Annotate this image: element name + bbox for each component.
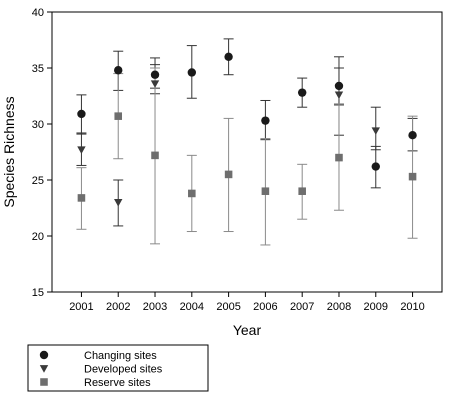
x-tick-label: 2009	[364, 301, 388, 313]
data-point	[77, 194, 86, 202]
data-point	[408, 131, 417, 140]
legend-item: Changing sites	[39, 350, 157, 362]
legend-marker	[40, 378, 48, 386]
data-point	[77, 146, 86, 154]
data-point	[224, 52, 233, 61]
data-point	[114, 112, 123, 120]
data-point	[150, 80, 160, 88]
data-point	[187, 68, 197, 77]
data-point	[297, 88, 307, 97]
y-tick-label: 30	[32, 119, 44, 131]
y-tick-label: 25	[32, 175, 44, 187]
y-tick-label: 40	[32, 7, 44, 19]
data-markers	[77, 52, 417, 207]
legend-item: Developed sites	[39, 364, 163, 376]
x-tick-label: 2001	[69, 301, 93, 313]
data-point	[334, 81, 344, 91]
x-tick-label: 2005	[216, 301, 240, 313]
x-tick-label: 2010	[400, 301, 424, 313]
data-point	[151, 151, 159, 160]
data-point	[261, 116, 270, 125]
x-tick-label: 2006	[253, 301, 277, 313]
data-point	[261, 187, 270, 195]
legend-box	[27, 344, 209, 392]
x-tick-label: 2004	[180, 301, 204, 313]
data-point	[114, 66, 123, 75]
plot-frame	[51, 11, 443, 293]
x-axis-title: Year	[233, 322, 262, 338]
legend-label: Changing sites	[84, 350, 157, 362]
x-tick-label: 2003	[143, 301, 167, 313]
data-point	[371, 127, 380, 135]
legend-label: Developed sites	[84, 364, 163, 376]
y-tick-label: 35	[32, 63, 44, 75]
data-point	[335, 153, 343, 162]
legend-item: Reserve sites	[40, 377, 151, 389]
data-point	[371, 162, 380, 171]
x-tick-label: 2002	[106, 301, 130, 313]
y-axis-title: Species Richness	[1, 96, 17, 207]
data-point	[224, 170, 233, 179]
legend-label: Reserve sites	[84, 377, 151, 389]
error-bars	[76, 38, 418, 246]
data-point	[298, 187, 306, 195]
x-tick-label: 2007	[290, 301, 314, 313]
data-point	[408, 172, 417, 181]
plot-border	[51, 11, 443, 293]
data-point	[77, 109, 86, 119]
data-point	[114, 199, 123, 207]
data-point	[334, 91, 344, 100]
y-tick-label: 20	[32, 231, 44, 243]
x-tick-label: 2008	[327, 301, 351, 313]
y-tick-label: 15	[32, 287, 44, 299]
legend-marker	[39, 365, 49, 373]
y-axis: 15 20 25 30 35 40	[32, 7, 52, 299]
data-point	[150, 70, 160, 79]
data-point	[188, 189, 196, 198]
x-axis: 2001 2002 2003 2004 2005 2006 2007 2008 2009 2010	[69, 292, 425, 313]
legend-marker	[39, 350, 49, 360]
